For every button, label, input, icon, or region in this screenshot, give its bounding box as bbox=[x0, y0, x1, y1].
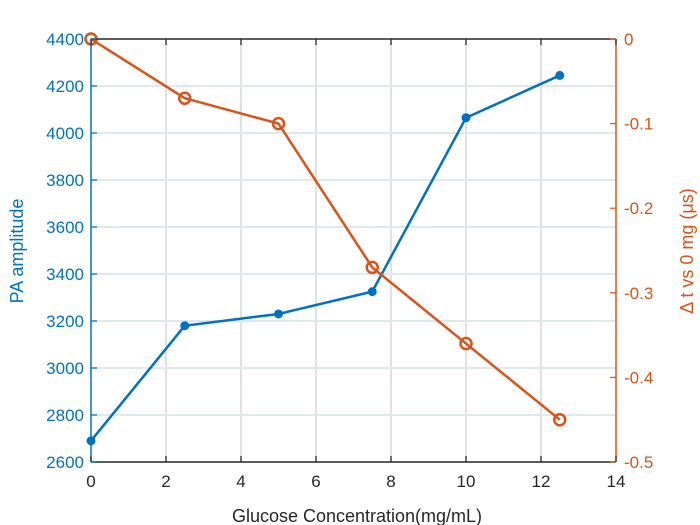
delta-t-point bbox=[178, 91, 192, 105]
y-left-tick-label: 3800 bbox=[46, 171, 84, 190]
y-left-tick-label: 4000 bbox=[46, 124, 84, 143]
y-left-tick-label: 3200 bbox=[46, 312, 84, 331]
y-left-tick-label: 3600 bbox=[46, 218, 84, 237]
y-right-tick-label: -0.2 bbox=[624, 199, 653, 218]
delta-t-point bbox=[553, 412, 567, 427]
grid bbox=[91, 39, 616, 462]
x-tick-label: 10 bbox=[457, 472, 476, 491]
y-left-tick-label: 2800 bbox=[46, 406, 84, 425]
y-left-tick-label: 3000 bbox=[46, 359, 84, 378]
y-left-tick-label: 4200 bbox=[46, 77, 84, 96]
delta-t-point bbox=[459, 336, 473, 351]
x-tick-label: 12 bbox=[532, 472, 551, 491]
y-axis-left-label: PA amplitude bbox=[7, 199, 27, 304]
y-left-tick-label: 3400 bbox=[46, 265, 84, 284]
y-right-tick-label: -0.1 bbox=[624, 115, 653, 134]
pa-amplitude-point bbox=[180, 321, 190, 331]
y-axis-right-label: Δ t vs 0 mg (μs) bbox=[677, 188, 697, 313]
y-left-tick-label: 2600 bbox=[46, 453, 84, 472]
x-tick-label: 8 bbox=[386, 472, 395, 491]
x-tick-label: 4 bbox=[236, 472, 245, 491]
x-tick-label: 0 bbox=[86, 472, 95, 491]
y-left-tick-label: 4400 bbox=[46, 30, 84, 49]
pa-amplitude-point bbox=[555, 70, 565, 80]
y-right-tick-label: 0 bbox=[624, 30, 633, 49]
pa-amplitude-point bbox=[461, 113, 471, 123]
pa-amplitude-line bbox=[90, 74, 561, 442]
x-tick-label: 2 bbox=[161, 472, 170, 491]
y-right-tick-label: -0.3 bbox=[624, 284, 653, 303]
axes: 0 2 4 6 8 10 12 14 2600 2800 3000 3200 3400 3600 3800 4… bbox=[46, 30, 653, 491]
x-axis-label: Glucose Concentration(mg/mL) bbox=[232, 506, 482, 525]
axis-labels: Glucose Concentration(mg/mL) PA amplitud… bbox=[7, 188, 697, 525]
y-right-tick-label: -0.5 bbox=[624, 453, 653, 472]
delta-t-point bbox=[271, 116, 286, 131]
x-tick-label: 14 bbox=[607, 472, 626, 491]
series-layer bbox=[84, 32, 567, 446]
x-tick-label: 6 bbox=[311, 472, 320, 491]
pa-amplitude-point bbox=[367, 287, 377, 297]
pa-amplitude-point bbox=[274, 309, 283, 319]
y-right-tick-label: -0.4 bbox=[624, 368, 653, 387]
delta-t-line bbox=[90, 37, 561, 421]
delta-t-point bbox=[365, 260, 379, 275]
